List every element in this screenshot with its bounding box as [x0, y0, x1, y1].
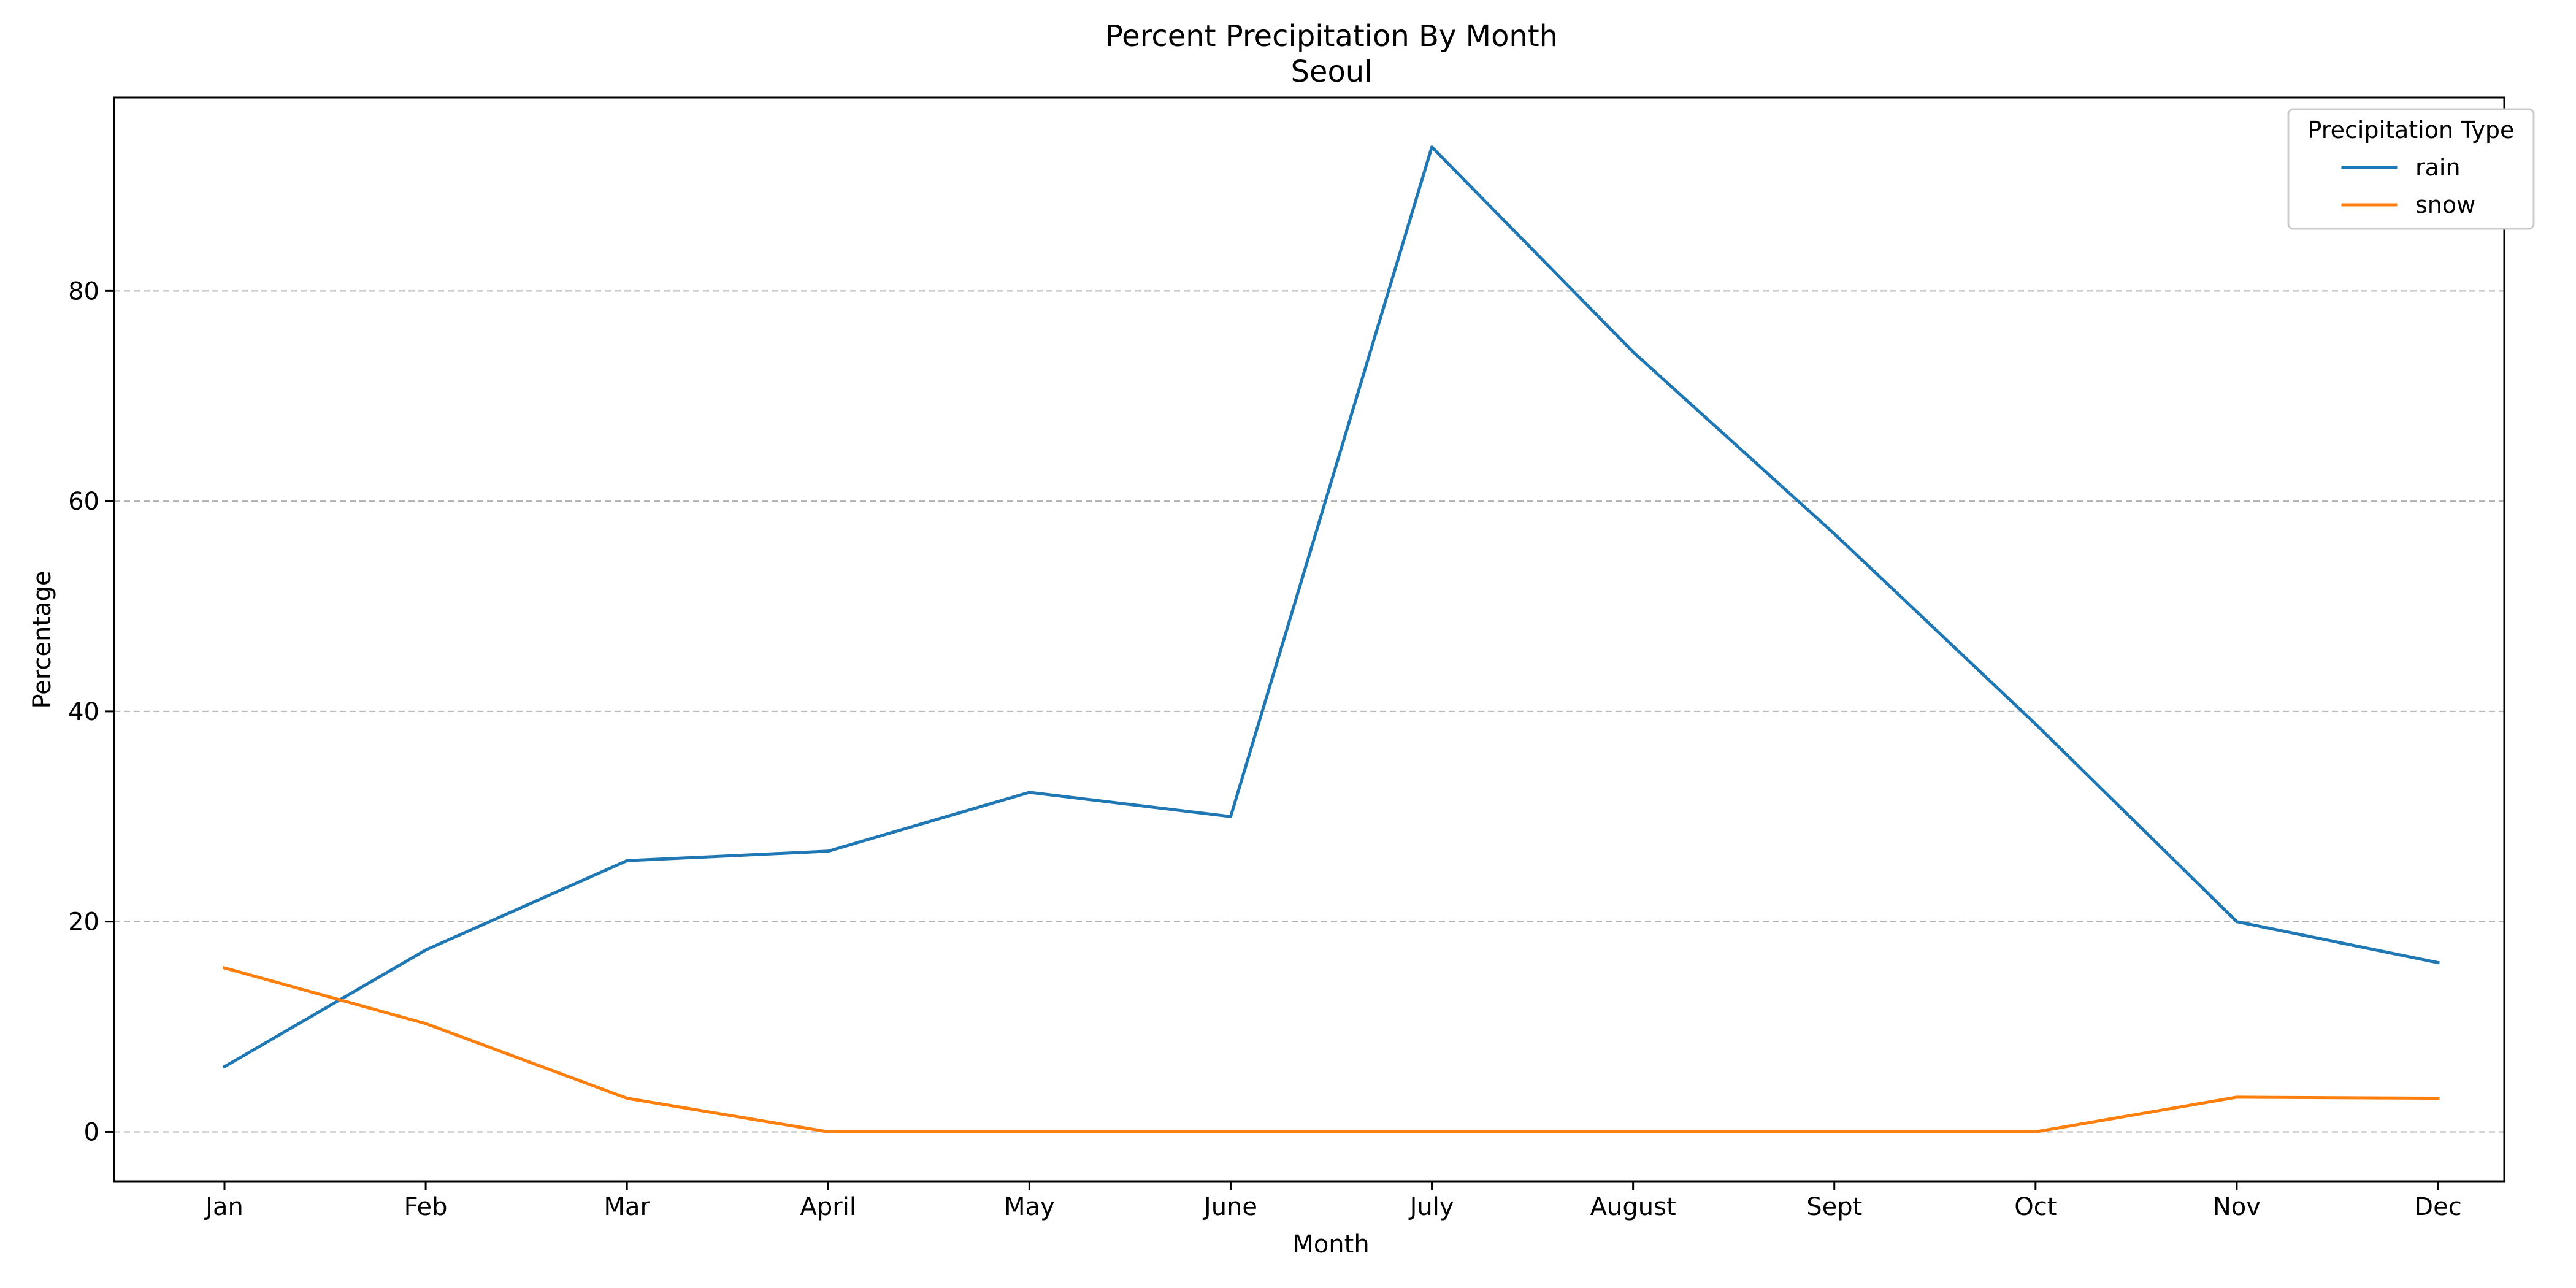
series-lines	[222, 145, 2440, 1133]
legend-label-snow: snow	[2415, 191, 2475, 218]
x-tick-label-April: April	[800, 1193, 856, 1221]
gridlines	[114, 290, 2504, 1133]
y-tick-label-40: 40	[68, 698, 99, 726]
plot-frame	[113, 96, 2505, 1183]
x-tick-label-Feb: Feb	[404, 1193, 448, 1221]
x-tick-label-August: August	[1590, 1193, 1676, 1221]
chart-title: Percent Precipitation By Month	[1105, 19, 1558, 53]
x-tick-label-Mar: Mar	[604, 1193, 650, 1221]
series-line-rain	[222, 145, 2440, 1069]
y-axis-ticks: 0 20 40 60 80	[68, 277, 114, 1146]
x-axis-label: Month	[1292, 1230, 1369, 1259]
x-tick-label-May: May	[1004, 1193, 1055, 1221]
legend-box	[2287, 108, 2535, 230]
y-tick-label-80: 80	[68, 277, 99, 305]
x-tick-label-Jan: Jan	[204, 1193, 243, 1221]
x-tick-label-Sept: Sept	[1806, 1193, 1862, 1221]
legend: Precipitation Type rain snow	[2287, 108, 2535, 230]
y-tick-label-20: 20	[68, 908, 99, 937]
legend-label-rain: rain	[2415, 154, 2461, 181]
x-tick-label-Oct: Oct	[2014, 1193, 2057, 1221]
y-tick-label-0: 0	[84, 1118, 99, 1146]
x-tick-label-June: June	[1202, 1193, 1257, 1221]
legend-title: Precipitation Type	[2308, 117, 2515, 144]
x-tick-label-Nov: Nov	[2213, 1193, 2261, 1221]
y-axis-label: Percentage	[28, 570, 56, 708]
series-line-snow	[222, 966, 2440, 1133]
y-tick-label-60: 60	[68, 488, 99, 516]
x-tick-label-July: July	[1408, 1193, 1454, 1221]
x-axis-ticks: Jan Feb Mar April May June July August Sept Oct No…	[204, 1181, 2462, 1221]
x-tick-label-Dec: Dec	[2414, 1193, 2461, 1221]
chart-subtitle: Seoul	[1290, 55, 1372, 89]
